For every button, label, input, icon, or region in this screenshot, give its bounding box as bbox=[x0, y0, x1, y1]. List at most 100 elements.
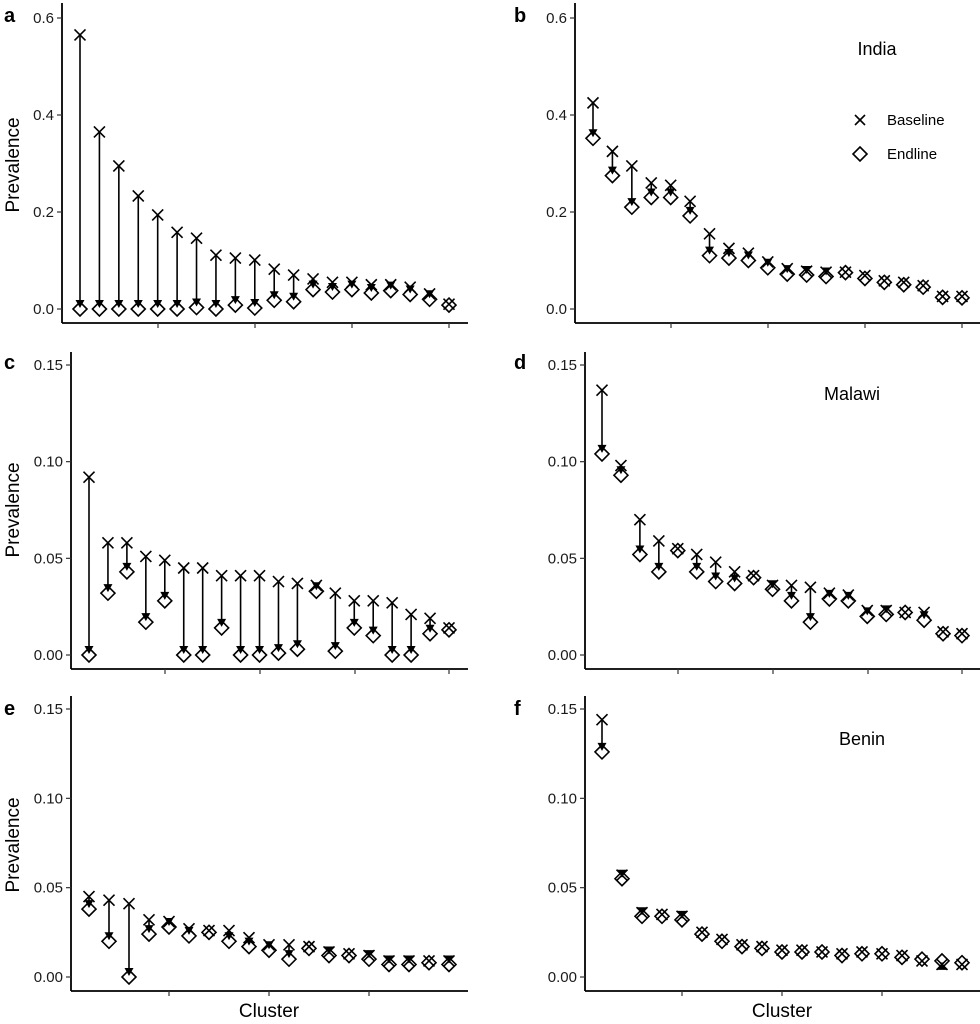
cluster-point-pair bbox=[91, 125, 108, 318]
cluster-point-pair bbox=[779, 262, 796, 283]
cluster-point-pair bbox=[612, 459, 630, 484]
cluster-point-pair bbox=[953, 289, 971, 306]
cluster-point-pair bbox=[764, 579, 781, 598]
cluster-point-pair bbox=[260, 938, 278, 959]
cluster-point-pair bbox=[285, 268, 302, 310]
baseline-point bbox=[742, 247, 755, 260]
arrowhead bbox=[654, 562, 664, 571]
baseline-point bbox=[735, 938, 749, 951]
cluster-point-pair bbox=[324, 276, 341, 301]
arrowhead bbox=[211, 300, 221, 308]
baseline-point bbox=[855, 945, 869, 959]
arrowhead bbox=[607, 166, 617, 175]
baseline-point bbox=[322, 945, 336, 959]
endline-point bbox=[840, 592, 857, 609]
endline-point bbox=[175, 646, 192, 664]
baseline-point bbox=[645, 176, 658, 189]
arrowhead bbox=[406, 646, 416, 654]
arrowhead bbox=[404, 955, 414, 964]
cluster-point-pair bbox=[400, 954, 418, 973]
cluster-point-pair bbox=[175, 561, 192, 664]
cluster-point-pair bbox=[384, 596, 401, 664]
endline-point bbox=[793, 943, 811, 961]
baseline-point bbox=[272, 575, 285, 588]
cluster-point-pair bbox=[300, 940, 318, 957]
cluster-point-pair bbox=[80, 890, 98, 918]
endline-point bbox=[266, 292, 283, 309]
baseline-point bbox=[306, 272, 320, 285]
endline-point bbox=[200, 924, 218, 941]
cluster-point-pair bbox=[745, 569, 762, 586]
endline-point bbox=[91, 300, 108, 318]
cluster-point-pair bbox=[360, 949, 378, 968]
arrowhead bbox=[692, 562, 702, 571]
baseline-point bbox=[652, 534, 665, 547]
baseline-point bbox=[177, 561, 190, 575]
arrowhead bbox=[114, 300, 124, 308]
country-label-benin: Benin bbox=[839, 729, 885, 749]
arrowhead bbox=[425, 624, 435, 633]
arrowhead bbox=[635, 545, 645, 554]
endline-point bbox=[878, 606, 895, 623]
endline-point bbox=[802, 614, 819, 631]
endline-point bbox=[118, 563, 136, 580]
cluster-point-pair bbox=[440, 621, 458, 638]
arrowhead bbox=[236, 646, 246, 654]
cluster-point-pair bbox=[759, 255, 776, 276]
cluster-point-pair bbox=[194, 561, 211, 664]
baseline-point bbox=[880, 604, 893, 617]
baseline-point bbox=[823, 587, 836, 600]
cluster-point-pair bbox=[118, 536, 136, 580]
cluster-point-pair bbox=[653, 908, 671, 925]
panel-f: 0.00 0.05 0.10 0.15 bbox=[548, 696, 980, 996]
endline-point bbox=[853, 945, 871, 962]
cluster-point-pair bbox=[149, 208, 166, 318]
baseline-point bbox=[342, 947, 356, 960]
baseline-point bbox=[365, 278, 378, 291]
baseline-point bbox=[348, 594, 361, 607]
x-axis-title-f: Cluster bbox=[752, 1001, 813, 1022]
baseline-point bbox=[936, 290, 949, 303]
cluster-point-pair bbox=[773, 943, 791, 961]
endline-point bbox=[400, 956, 418, 973]
baseline-point bbox=[955, 290, 969, 303]
baseline-point bbox=[955, 958, 969, 971]
baseline-point bbox=[253, 569, 266, 582]
endline-point bbox=[100, 933, 118, 950]
endline-point bbox=[227, 296, 244, 314]
endline-point bbox=[246, 299, 263, 317]
arrowhead bbox=[405, 285, 415, 294]
arrowhead bbox=[330, 642, 340, 651]
cluster-point-pair bbox=[232, 569, 249, 664]
y-tick-label: 0.00 bbox=[34, 647, 63, 664]
cluster-point-pair bbox=[340, 947, 358, 964]
cluster-point-pair bbox=[140, 913, 158, 943]
endline-point bbox=[160, 918, 178, 936]
endline-point bbox=[837, 264, 854, 281]
baseline-point bbox=[795, 944, 809, 957]
baseline-point bbox=[595, 713, 609, 726]
endline-point bbox=[260, 942, 278, 959]
endline-point bbox=[440, 296, 458, 314]
baseline-point bbox=[955, 627, 969, 640]
endline-point bbox=[817, 268, 835, 285]
y-tick-label: 0.2 bbox=[33, 204, 54, 221]
endline-point bbox=[304, 281, 322, 298]
endline-point bbox=[300, 940, 318, 957]
endline-point bbox=[895, 276, 912, 293]
endline-point bbox=[934, 625, 952, 642]
endline-point bbox=[220, 933, 238, 950]
cluster-point-pair bbox=[643, 176, 660, 206]
y-tick-label: 0.10 bbox=[34, 454, 63, 471]
cluster-point-pair bbox=[304, 272, 322, 298]
legend-baseline-label: Baseline bbox=[887, 112, 945, 129]
arrowhead bbox=[368, 626, 378, 635]
cluster-point-pair bbox=[220, 924, 238, 950]
arrowhead bbox=[103, 584, 113, 593]
y-tick-label: 0.10 bbox=[548, 454, 577, 471]
cluster-point-pair bbox=[873, 945, 891, 962]
baseline-point bbox=[690, 548, 703, 561]
cluster-point-pair bbox=[953, 954, 971, 971]
baseline-point bbox=[800, 265, 813, 278]
endline-point bbox=[593, 743, 611, 761]
